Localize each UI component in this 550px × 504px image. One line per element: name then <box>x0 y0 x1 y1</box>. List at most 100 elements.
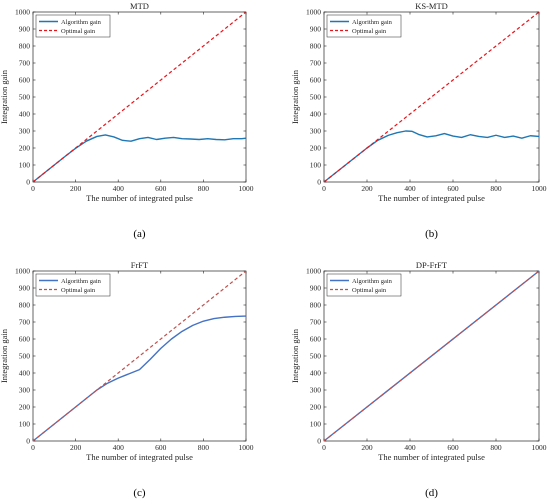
y-tick-label: 300 <box>310 386 322 395</box>
x-tick-label: 1000 <box>532 443 547 452</box>
y-tick-label: 900 <box>19 284 31 293</box>
panel-caption: (c) <box>133 487 146 499</box>
y-tick-label: 500 <box>310 93 322 102</box>
chart-panel-4: 0 200 400 600 800 1000 0 100 200 300 400 500 600 700 8… <box>290 260 547 499</box>
legend-label: Optimal gain <box>352 28 387 35</box>
x-tick-label: 0 <box>31 443 35 452</box>
y-tick-label: 0 <box>26 178 30 187</box>
y-tick-label: 700 <box>19 318 31 327</box>
y-tick-label: 500 <box>19 352 31 361</box>
x-tick-label: 800 <box>490 443 502 452</box>
y-axis-label: Integration gain <box>290 69 300 124</box>
legend-box <box>326 273 402 297</box>
y-tick-label: 100 <box>310 420 322 429</box>
y-tick-label: 900 <box>19 25 31 34</box>
y-tick-label: 800 <box>19 42 31 51</box>
x-tick-label: 400 <box>404 184 416 193</box>
y-tick-label: 600 <box>310 335 322 344</box>
series-line-optimal-gain <box>323 270 540 442</box>
chart-panel-1: 0 200 400 600 800 1000 0 100 200 300 400 500 600 700 8… <box>0 1 254 240</box>
x-tick-label: 0 <box>31 184 35 193</box>
y-tick-label: 400 <box>310 110 322 119</box>
series-line-algorithm-gain <box>323 270 540 442</box>
x-axis-label: The number of integrated pulse <box>86 452 193 462</box>
y-tick-label: 0 <box>317 178 321 187</box>
y-tick-label: 200 <box>19 144 31 153</box>
y-tick-label: 300 <box>310 127 322 136</box>
y-tick-label: 600 <box>19 76 31 85</box>
chart-title: KS-MTD <box>415 1 448 11</box>
x-tick-label: 200 <box>70 184 82 193</box>
panel-caption: (d) <box>425 487 438 499</box>
chart-title: FrFT <box>131 260 149 270</box>
x-tick-label: 1000 <box>239 184 254 193</box>
legend-label: Algorithm gain <box>61 278 102 285</box>
y-tick-label: 300 <box>19 127 31 136</box>
x-tick-label: 1000 <box>532 184 547 193</box>
x-tick-label: 600 <box>447 184 459 193</box>
x-tick-label: 800 <box>198 184 210 193</box>
y-tick-label: 300 <box>19 386 31 395</box>
x-tick-label: 0 <box>322 443 326 452</box>
x-tick-label: 400 <box>113 184 125 193</box>
y-tick-label: 700 <box>19 59 31 68</box>
x-tick-label: 600 <box>155 184 167 193</box>
legend-box <box>35 273 111 297</box>
panel-caption: (b) <box>425 228 438 240</box>
legend-label: Optimal gain <box>61 287 96 294</box>
legend-label: Optimal gain <box>352 287 387 294</box>
x-tick-label: 400 <box>113 443 125 452</box>
x-axis-label: The number of integrated pulse <box>378 193 485 203</box>
y-tick-label: 100 <box>19 161 31 170</box>
y-axis-label: Integration gain <box>0 69 9 124</box>
legend-label: Algorithm gain <box>61 19 102 26</box>
y-tick-label: 900 <box>310 284 322 293</box>
x-tick-label: 0 <box>322 184 326 193</box>
x-tick-label: 800 <box>490 184 502 193</box>
y-tick-label: 1000 <box>15 267 30 276</box>
legend-box <box>326 14 402 38</box>
x-axis-label: The number of integrated pulse <box>86 193 193 203</box>
y-tick-label: 100 <box>19 420 31 429</box>
chart-title: DP-FrFT <box>416 260 448 270</box>
y-tick-label: 100 <box>310 161 322 170</box>
y-tick-label: 800 <box>310 301 322 310</box>
y-tick-label: 500 <box>310 352 322 361</box>
y-tick-label: 200 <box>310 144 322 153</box>
x-axis-label: The number of integrated pulse <box>378 452 485 462</box>
y-tick-label: 400 <box>310 369 322 378</box>
y-tick-label: 0 <box>317 437 321 446</box>
y-tick-label: 400 <box>19 110 31 119</box>
x-tick-label: 200 <box>70 443 82 452</box>
y-tick-label: 0 <box>26 437 30 446</box>
y-tick-label: 800 <box>19 301 31 310</box>
y-tick-label: 800 <box>310 42 322 51</box>
y-tick-label: 700 <box>310 59 322 68</box>
series-line-algorithm-gain <box>323 130 540 183</box>
chart-panel-3: 0 200 400 600 800 1000 0 100 200 300 400 500 600 700 8… <box>0 260 254 499</box>
legend-box <box>35 14 111 38</box>
chart-panel-2: 0 200 400 600 800 1000 0 100 200 300 400 500 600 700 8… <box>290 1 547 240</box>
y-tick-label: 1000 <box>306 8 321 17</box>
series-line-algorithm-gain <box>32 134 247 183</box>
legend-label: Optimal gain <box>61 28 96 35</box>
y-axis-label: Integration gain <box>290 328 300 383</box>
panel-caption: (a) <box>133 228 146 240</box>
legend-label: Algorithm gain <box>352 278 393 285</box>
y-tick-label: 900 <box>310 25 322 34</box>
x-tick-label: 200 <box>361 443 373 452</box>
y-tick-label: 200 <box>19 403 31 412</box>
chart-title: MTD <box>130 1 149 11</box>
y-tick-label: 500 <box>19 93 31 102</box>
legend-label: Algorithm gain <box>352 19 393 26</box>
series-line-algorithm-gain <box>32 315 247 442</box>
y-tick-label: 600 <box>19 335 31 344</box>
series-line-optimal-gain <box>32 11 247 183</box>
y-tick-label: 400 <box>19 369 31 378</box>
x-tick-label: 200 <box>361 184 373 193</box>
x-tick-label: 600 <box>155 443 167 452</box>
y-tick-label: 600 <box>310 76 322 85</box>
x-tick-label: 800 <box>198 443 210 452</box>
y-tick-label: 200 <box>310 403 322 412</box>
